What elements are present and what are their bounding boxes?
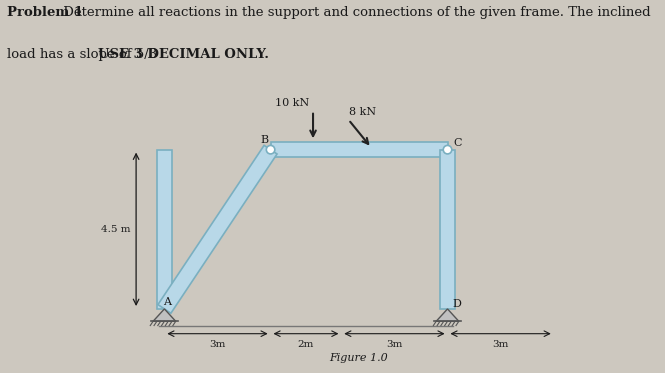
Text: C: C xyxy=(453,138,462,148)
Text: 3m: 3m xyxy=(492,340,509,349)
Polygon shape xyxy=(153,309,176,321)
Text: USE 3 DECIMAL ONLY.: USE 3 DECIMAL ONLY. xyxy=(98,48,269,62)
Text: D: D xyxy=(453,299,462,309)
Circle shape xyxy=(444,145,452,154)
Text: B: B xyxy=(261,135,269,145)
Polygon shape xyxy=(271,142,448,157)
Text: 8 kN: 8 kN xyxy=(349,107,376,117)
Text: 4.5 m: 4.5 m xyxy=(101,225,131,234)
Text: Figure 1.0: Figure 1.0 xyxy=(330,353,388,363)
Text: 2m: 2m xyxy=(298,340,314,349)
Polygon shape xyxy=(436,309,459,321)
Text: load has a slope of 5/3: load has a slope of 5/3 xyxy=(7,48,166,62)
Circle shape xyxy=(266,145,275,154)
Polygon shape xyxy=(440,150,456,309)
Text: 3m: 3m xyxy=(386,340,402,349)
Text: 3m: 3m xyxy=(209,340,225,349)
Polygon shape xyxy=(158,145,277,313)
Text: Problem 1: Problem 1 xyxy=(7,6,82,19)
Text: 10 kN: 10 kN xyxy=(275,98,309,108)
Text: Determine all reactions in the support and connections of the given frame. The i: Determine all reactions in the support a… xyxy=(59,6,650,19)
Polygon shape xyxy=(157,150,172,309)
Text: A: A xyxy=(163,297,171,307)
